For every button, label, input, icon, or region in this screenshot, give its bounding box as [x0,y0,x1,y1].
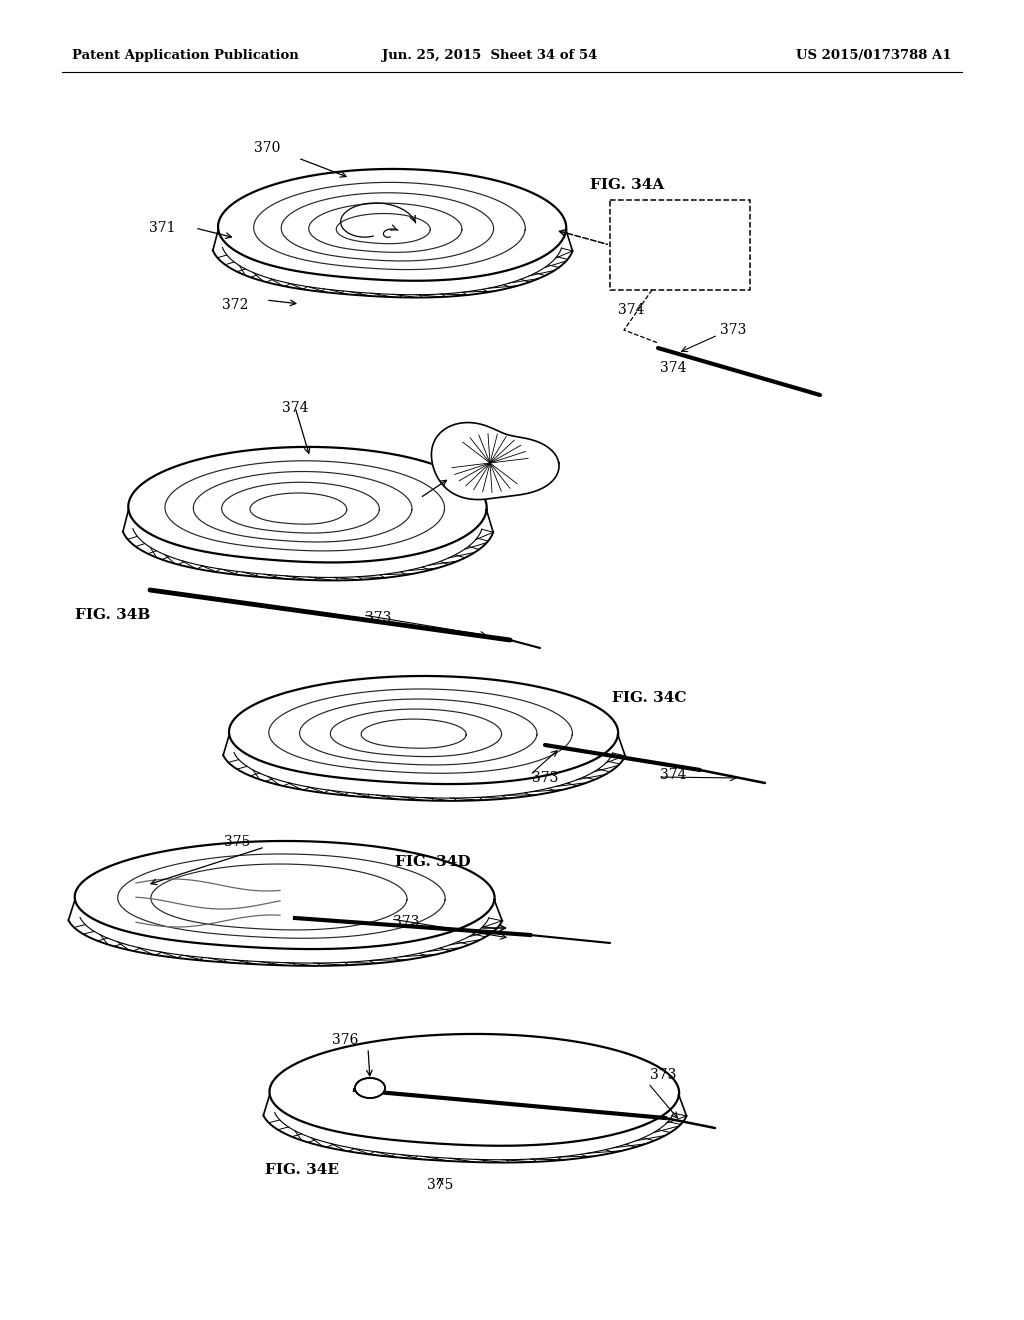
Polygon shape [123,529,494,581]
Polygon shape [431,422,559,499]
Text: 374: 374 [282,401,308,414]
Text: Patent Application Publication: Patent Application Publication [72,49,299,62]
Text: US 2015/0173788 A1: US 2015/0173788 A1 [797,49,952,62]
Text: 373: 373 [365,611,391,624]
Text: 372: 372 [221,298,248,312]
Text: Jun. 25, 2015  Sheet 34 of 54: Jun. 25, 2015 Sheet 34 of 54 [382,49,598,62]
Text: 374: 374 [660,360,686,375]
Text: FIG. 34E: FIG. 34E [265,1163,339,1177]
Text: 376: 376 [332,1034,358,1047]
Text: FIG. 34A: FIG. 34A [590,178,665,191]
Polygon shape [229,676,618,784]
Polygon shape [213,248,572,297]
Text: 373: 373 [393,915,420,929]
Polygon shape [218,169,566,281]
Text: 374: 374 [660,768,686,781]
Text: 375: 375 [223,836,250,849]
Text: 373: 373 [650,1068,677,1082]
Polygon shape [269,1034,679,1146]
Bar [610,201,750,290]
Polygon shape [355,1078,385,1098]
Polygon shape [75,841,495,949]
Text: 374: 374 [618,304,644,317]
Text: 373: 373 [720,323,746,337]
Text: 375: 375 [427,1177,454,1192]
Polygon shape [69,917,502,966]
Text: 370: 370 [254,141,280,154]
Polygon shape [223,752,626,801]
Text: FIG. 34C: FIG. 34C [612,690,686,705]
Polygon shape [128,447,486,562]
Polygon shape [263,1113,686,1163]
Text: 371: 371 [148,220,175,235]
Text: 373: 373 [532,771,558,785]
Text: FIG. 34B: FIG. 34B [75,609,151,622]
Text: FIG. 34D: FIG. 34D [395,855,471,869]
